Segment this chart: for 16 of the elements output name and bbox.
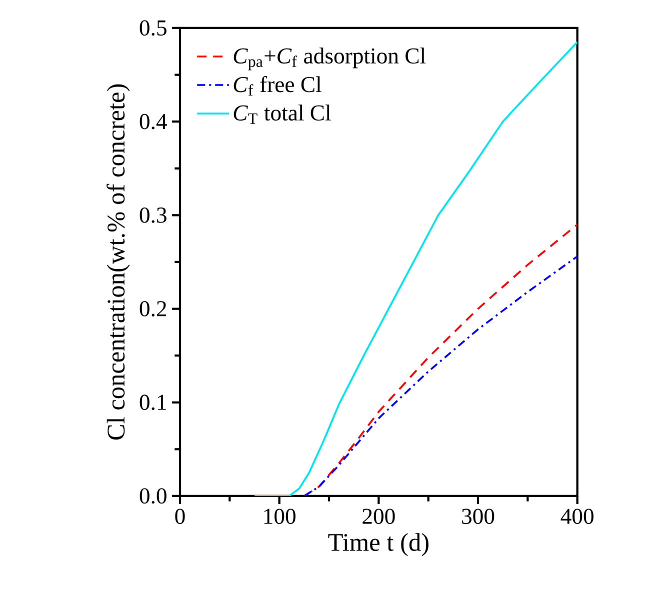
y-tick-label: 0.0 bbox=[140, 488, 166, 504]
legend-label: C$_{f}$ free Cl bbox=[234, 76, 322, 96]
y-tick-label: 0.2 bbox=[140, 301, 166, 316]
legend-label: C$_{T}$ total Cl bbox=[234, 104, 331, 124]
x-tick-label: 200 bbox=[362, 508, 395, 524]
x-tick-label: 100 bbox=[264, 508, 296, 524]
y-axis-title: Cl concentration(wt.% of concrete) bbox=[106, 84, 130, 440]
x-tick-label: 0 bbox=[175, 508, 185, 524]
x-tick-label: 300 bbox=[462, 508, 494, 524]
y-tick-label: 0.4 bbox=[140, 114, 167, 130]
y-tick-label: 0.1 bbox=[140, 394, 166, 410]
x-axis-title: Time t (d) bbox=[328, 533, 428, 556]
legend-label: C$_{pa}$+C$_{f}$ adsorption Cl bbox=[234, 48, 426, 70]
y-tick-label: 0.3 bbox=[140, 207, 166, 223]
x-tick-label: 400 bbox=[560, 508, 594, 524]
y-tick-label: 0.5 bbox=[140, 20, 166, 36]
